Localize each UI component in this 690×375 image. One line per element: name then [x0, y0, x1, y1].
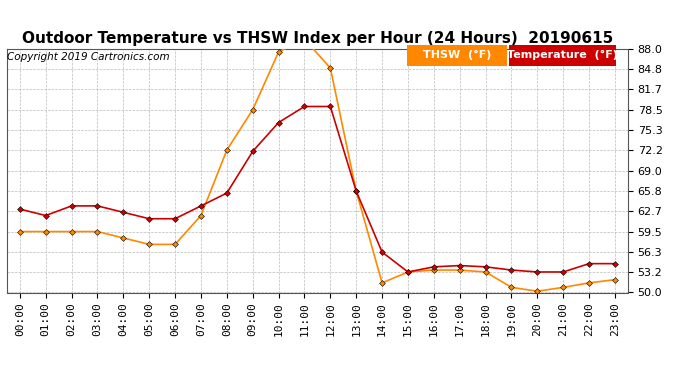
- Title: Outdoor Temperature vs THSW Index per Hour (24 Hours)  20190615: Outdoor Temperature vs THSW Index per Ho…: [22, 31, 613, 46]
- Text: Copyright 2019 Cartronics.com: Copyright 2019 Cartronics.com: [7, 53, 170, 63]
- Text: Temperature  (°F): Temperature (°F): [507, 50, 618, 60]
- Text: THSW  (°F): THSW (°F): [423, 50, 491, 60]
